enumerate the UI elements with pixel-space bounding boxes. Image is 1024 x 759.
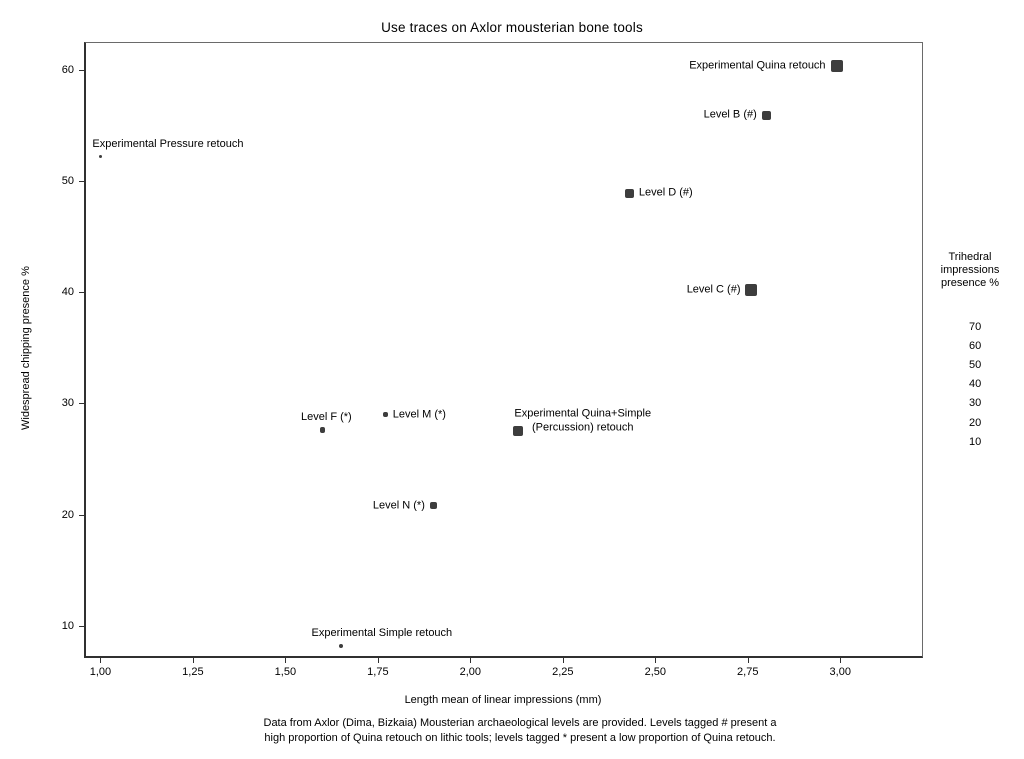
x-axis-tick-label: 2,25 [552,666,574,678]
legend-entry: 60 [926,336,1014,355]
legend-entry-label: 40 [969,378,982,391]
data-point-marker [830,60,843,73]
y-axis-tick-label: 10 [61,619,74,632]
data-point-marker [513,426,524,437]
x-axis-tick-label: 1,75 [367,666,389,678]
x-axis-tick-label: 1,25 [182,666,204,678]
y-axis-tick-label: 40 [61,286,74,299]
y-axis-tick-label: 60 [61,63,74,76]
chart-footnote: Data from Axlor (Dima, Bizkaia) Mousteri… [16,716,1024,745]
x-axis-tick-label: 2,00 [459,666,482,678]
x-axis-tick [840,658,842,663]
legend-swatch [951,320,964,333]
y-axis-tick [79,292,84,294]
legend-swatch [952,340,963,351]
x-axis-title: Length mean of linear impressions (mm) [404,694,602,706]
footnote-line: high proportion of Quina retouch on lith… [264,731,776,744]
legend-entry: 50 [926,355,1014,374]
data-point-label: Level D (#) [638,186,693,199]
y-axis-title: Widespread chipping presence % [20,266,32,431]
data-point-label: Experimental Quina+Simple (Percussion) re… [514,407,652,434]
legend-swatch [955,401,960,406]
y-axis-tick [79,625,84,627]
data-point-marker [98,154,102,158]
legend-swatch-box [950,415,965,430]
legend-entry: 10 [926,432,1014,451]
legend-swatch-box [950,319,965,334]
legend-entry-label: 60 [969,339,982,352]
legend-swatch-box [950,338,965,353]
x-axis-tick-label: 1,00 [89,666,112,678]
x-axis-tick [470,658,472,663]
data-point-marker [429,502,437,510]
x-axis-tick [562,658,564,663]
legend-swatch [953,361,962,370]
legend-entry-label: 70 [969,320,982,333]
plot-area: 1,00 1,25 1,50 1,75 2,00 2,25 2,50 2,75 3,00 10 20… [62,42,923,678]
y-axis-tick [79,69,84,71]
data-point-label: Level F (*) [300,410,352,423]
x-axis-tick-label: 2,75 [737,666,759,678]
y-axis-tick [79,180,84,182]
x-axis-tick-label: 1,50 [274,666,297,678]
legend-swatch [954,381,961,388]
data-point-label: Level B (#) [703,108,757,121]
legend-entry: 70 [926,317,1014,336]
legend-swatch-box [950,357,965,372]
legend-swatch-box [950,396,965,411]
x-axis-tick [655,658,657,663]
legend-entry-label: 50 [969,358,982,371]
data-point-label: Level C (#) [686,283,741,296]
data-point-label: Level N (*) [372,499,425,512]
y-axis-tick [79,514,84,516]
legend-entry-label: 30 [969,397,982,410]
footnote-line: Data from Axlor (Dima, Bizkaia) Mousteri… [263,717,777,729]
legend-swatch [956,440,959,443]
legend-entry: 40 [926,375,1014,394]
legend-entry: 30 [926,394,1014,413]
y-axis-tick-label: 50 [61,174,74,187]
x-axis-tick-label: 3,00 [829,666,851,678]
legend-swatch [956,421,960,425]
data-point-marker [338,643,344,649]
x-axis-tick [192,658,194,663]
legend-title: Trihedral impressions presence % [940,251,1000,289]
data-point-marker [382,412,388,418]
x-axis-tick [285,658,287,663]
data-point-label: Experimental Quina retouch [689,59,826,72]
legend-entries: 70 60 50 40 30 20 10 [926,317,1014,451]
legend: Trihedral impressions presence % 70 60 50 40 3… [926,251,1014,451]
legend-entry-label: 10 [969,435,982,448]
legend-entry-label: 20 [969,416,982,429]
data-point-marker [745,283,758,296]
x-axis-tick [747,658,749,663]
y-axis-tick-label: 30 [61,397,74,410]
data-point-label: Level M (*) [392,407,446,420]
legend-entry: 20 [926,413,1014,432]
data-point-marker [761,110,771,120]
chart-title: Use traces on Axlor mousterian bone tool… [381,20,643,35]
data-point-marker [624,188,634,198]
legend-swatch-box [950,377,965,392]
x-axis-tick-label: 2,50 [644,666,666,678]
y-axis-tick [79,403,84,405]
legend-swatch-box [950,434,965,449]
x-axis-tick [100,658,102,663]
x-axis-tick [377,658,379,663]
data-point-marker [319,427,326,433]
data-point-label: Experimental Pressure retouch [92,138,244,151]
y-axis-tick-label: 20 [61,508,74,521]
data-point-label: Experimental Simple retouch [311,627,453,640]
